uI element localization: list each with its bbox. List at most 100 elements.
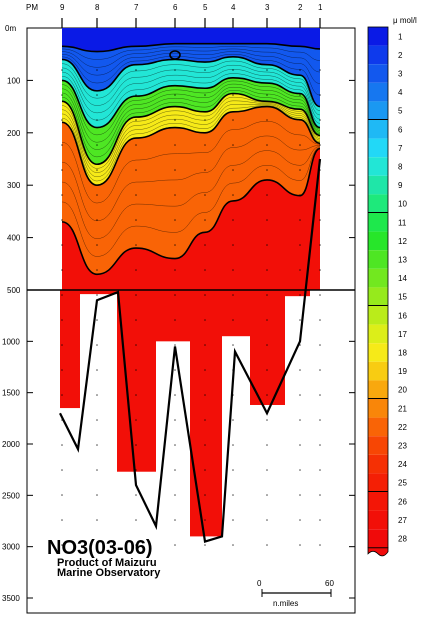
colorbar-swatch-19 — [368, 361, 388, 381]
colorbar-label-28: 28 — [398, 535, 407, 544]
depth-tick-label: 3500 — [2, 594, 20, 603]
colorbar-swatch-17 — [368, 324, 388, 344]
scale-unit-label: n.miles — [273, 599, 298, 608]
credit-line-1: Product of Maizuru — [57, 557, 157, 569]
colorbar-swatch-22 — [368, 417, 388, 437]
colorbar-swatch-11 — [368, 213, 388, 232]
colorbar-label-19: 19 — [398, 367, 407, 376]
surface-eddy-contour — [169, 50, 181, 60]
scale-end-label: 60 — [325, 579, 334, 588]
depth-tick-label: 2000 — [2, 440, 20, 449]
station-label-6: 6 — [173, 3, 178, 12]
colorbar-swatch-20 — [368, 380, 388, 399]
colorbar-label-17: 17 — [398, 330, 407, 339]
colorbar-label-8: 8 — [398, 163, 403, 172]
nitrate-band-1 — [62, 28, 320, 52]
colorbar-label-1: 1 — [398, 32, 403, 41]
deep-column — [80, 290, 117, 295]
colorbar-swatch-16 — [368, 306, 388, 325]
thin-contour — [61, 69, 321, 120]
station-label-4: 4 — [231, 3, 236, 12]
colorbar-label-23: 23 — [398, 442, 407, 451]
thin-contour — [61, 104, 321, 178]
colorbar-label-22: 22 — [398, 423, 407, 432]
colorbar-swatch-27 — [368, 510, 388, 530]
station-axis: 9 8 7 6 5 4 3 2 1 — [60, 3, 323, 546]
thin-contour — [61, 96, 321, 169]
chart-title: NO3(03-06) — [47, 537, 153, 559]
colorbar-label-7: 7 — [398, 144, 403, 153]
colorbar-open-end — [367, 547, 389, 557]
depth-tick-label: 2500 — [2, 491, 20, 500]
depth-tick-label: 0m — [5, 24, 16, 33]
deep-column — [190, 290, 222, 537]
colorbar-label-6: 6 — [398, 125, 403, 134]
depth-tick-label: 500 — [7, 286, 21, 295]
station-label-9: 9 — [60, 3, 65, 12]
station-label-3: 3 — [265, 3, 270, 12]
depth-tick-label: 100 — [7, 76, 21, 85]
colorbar-swatch-25 — [368, 473, 388, 492]
colorbar-swatch-9 — [368, 175, 388, 195]
depth-tick-label: 1000 — [2, 337, 20, 346]
depth-tick-label: 1500 — [2, 389, 20, 398]
colorbar-label-18: 18 — [398, 349, 407, 358]
thin-contour — [61, 73, 321, 124]
thin-contour — [61, 65, 321, 116]
thin-contour — [61, 146, 321, 239]
scale-start-label: 0 — [257, 579, 262, 588]
bottom-topography-line — [59, 158, 322, 543]
colorbar-swatch-3 — [368, 64, 388, 83]
thin-contour — [61, 90, 321, 158]
colorbar-swatch-5 — [368, 101, 388, 120]
colorbar-swatch-24 — [368, 454, 388, 474]
colorbar-swatch-15 — [368, 287, 388, 306]
station-label-5: 5 — [203, 3, 208, 12]
station-label-7: 7 — [134, 3, 139, 12]
thin-contour — [61, 105, 321, 182]
colorbar-swatch-12 — [368, 231, 388, 251]
colorbar-swatch-8 — [368, 157, 388, 176]
thin-contour — [61, 121, 321, 204]
colorbar-swatch-18 — [368, 343, 388, 362]
colorbar-swatch-13 — [368, 250, 388, 269]
colorbar-label-24: 24 — [398, 460, 407, 469]
colorbar-label-25: 25 — [398, 479, 407, 488]
deep-column — [285, 290, 310, 297]
colorbar-label-20: 20 — [398, 386, 407, 395]
bold-contour-20 — [61, 105, 321, 187]
bold-contour-1 — [61, 42, 321, 53]
depth-tick-label: 400 — [7, 234, 21, 243]
colorbar-swatch-10 — [368, 194, 388, 213]
thin-contour — [61, 46, 321, 61]
bold-contour-25 — [61, 147, 321, 276]
colorbar: 1234567891011121314151617181920212223242… — [367, 26, 407, 557]
depth-tick-label: 300 — [7, 181, 21, 190]
colorbar-swatch-1 — [368, 27, 388, 46]
bold-contour-10 — [61, 76, 321, 129]
unit-label: μ mol/l — [393, 16, 417, 25]
colorbar-swatch-2 — [368, 45, 388, 65]
colorbar-label-13: 13 — [398, 256, 407, 265]
depth-tick-label: 200 — [7, 129, 21, 138]
colorbar-label-3: 3 — [398, 70, 403, 79]
colorbar-label-9: 9 — [398, 181, 403, 190]
colorbar-swatch-21 — [368, 399, 388, 418]
colorbar-label-5: 5 — [398, 107, 403, 116]
station-label-1: 1 — [318, 3, 323, 12]
thin-contour — [61, 53, 321, 96]
station-label-8: 8 — [95, 3, 100, 12]
bold-contour-5 — [61, 56, 321, 108]
thin-contour — [61, 87, 321, 150]
station-header-label: PM — [26, 3, 38, 12]
colorbar-label-14: 14 — [398, 274, 407, 283]
colorbar-swatch-6 — [368, 120, 388, 139]
colorbar-label-21: 21 — [398, 404, 407, 413]
bold-contour-15 — [61, 92, 321, 166]
credit-line-2: Marine Observatory — [57, 567, 161, 579]
deep-column — [222, 290, 250, 337]
thin-contour — [61, 83, 321, 143]
depth-axis: 0m 100 200 300 400 500 1000 1500 2000 2500 3000 350… — [2, 24, 355, 603]
thin-contour — [61, 100, 321, 173]
